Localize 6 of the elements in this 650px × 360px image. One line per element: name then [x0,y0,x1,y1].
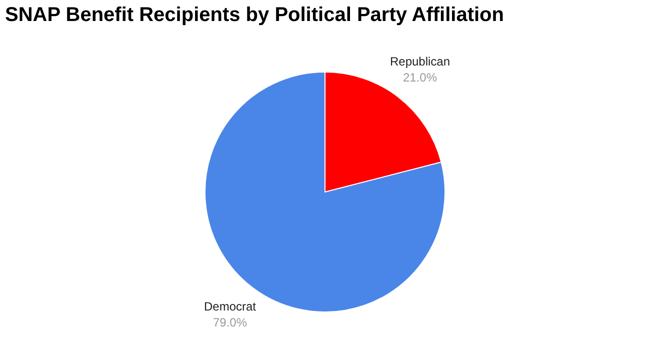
data-label: 21.0% [402,70,438,85]
slice-label: Republican [390,54,450,69]
pie-slice [204,72,446,312]
slice-label: Democrat [204,299,257,314]
data-label: 79.0% [212,315,248,330]
chart-title: SNAP Benefit Recipients by Political Party Affiliation [5,4,504,26]
